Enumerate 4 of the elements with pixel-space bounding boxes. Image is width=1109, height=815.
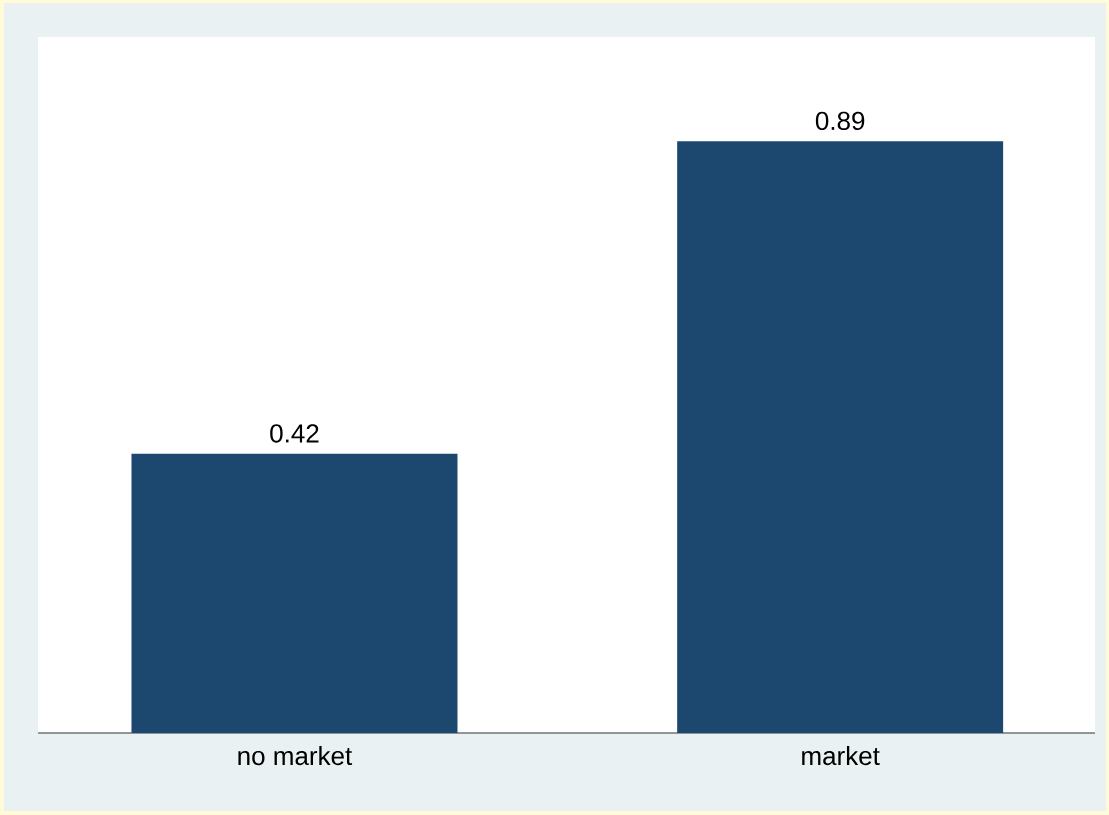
x-tick-label: no market [238, 746, 353, 766]
data-label: 0.42 [270, 424, 319, 443]
data-label: 0.89 [815, 111, 865, 131]
x-tick-label: market [802, 746, 880, 766]
